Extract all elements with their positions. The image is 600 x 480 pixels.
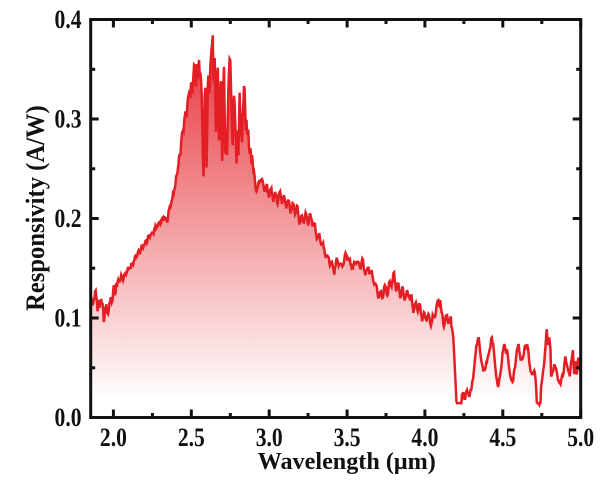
svg-text:Responsivity (A/W): Responsivity (A/W) — [21, 105, 50, 311]
svg-text:0.3: 0.3 — [55, 106, 82, 134]
svg-text:3.0: 3.0 — [256, 424, 283, 452]
svg-text:2.0: 2.0 — [100, 424, 127, 452]
svg-text:5.0: 5.0 — [567, 424, 594, 452]
svg-text:4.5: 4.5 — [489, 424, 516, 452]
svg-text:0.1: 0.1 — [55, 305, 82, 333]
svg-text:0.2: 0.2 — [55, 205, 82, 233]
svg-text:3.5: 3.5 — [334, 424, 361, 452]
svg-text:0.4: 0.4 — [55, 6, 82, 34]
svg-text:Wavelength (μm): Wavelength (μm) — [258, 449, 436, 475]
svg-text:0.0: 0.0 — [55, 404, 82, 432]
svg-text:4.0: 4.0 — [411, 424, 438, 452]
svg-text:2.5: 2.5 — [178, 424, 205, 452]
